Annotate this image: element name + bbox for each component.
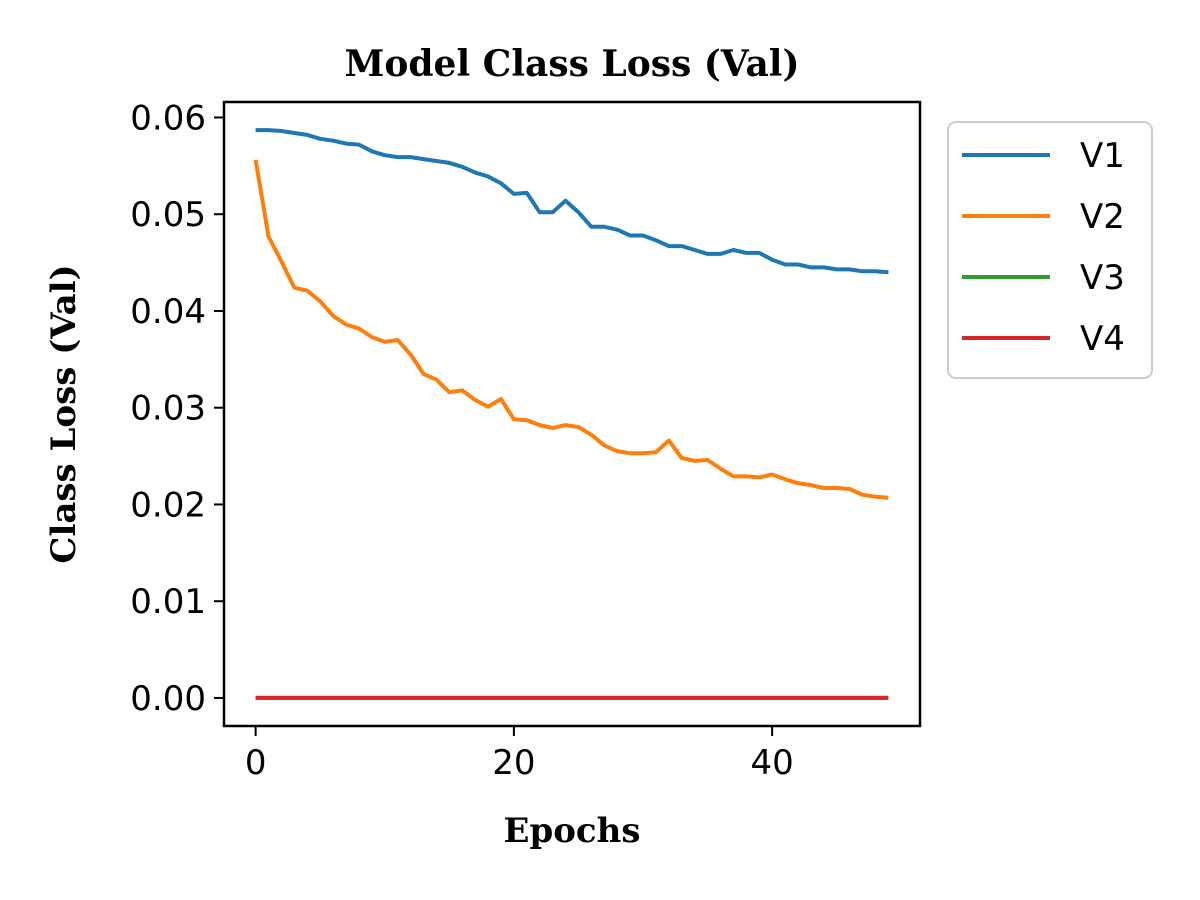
x-axis-label: Epochs xyxy=(504,811,641,851)
y-tick-label: 0.03 xyxy=(130,389,206,429)
y-tick-label: 0.06 xyxy=(130,98,206,138)
y-tick-label: 0.05 xyxy=(130,195,206,235)
y-tick-label: 0.04 xyxy=(130,292,206,332)
y-tick-label: 0.01 xyxy=(130,582,206,622)
x-tick-label: 20 xyxy=(492,743,535,783)
legend-label-v3: V3 xyxy=(1080,258,1125,298)
plot-frame xyxy=(222,100,922,728)
plot-area xyxy=(253,128,889,700)
y-tick-label: 0.02 xyxy=(130,485,206,525)
axis-ticks: 0 20 40 0.00 0.01 0.02 0.03 0.04 0.05 0.06 xyxy=(130,98,793,783)
series-line-v1 xyxy=(255,128,889,275)
y-axis-label: Class Loss (Val) xyxy=(44,264,84,563)
series-line-v2 xyxy=(253,159,889,500)
x-tick-label: 40 xyxy=(751,743,794,783)
legend-label-v1: V1 xyxy=(1080,136,1125,176)
legend-label-v4: V4 xyxy=(1080,319,1125,359)
legend: V1 V2 V3 V4 xyxy=(947,121,1153,379)
legend-box xyxy=(947,121,1153,379)
chart-title: Model Class Loss (Val) xyxy=(345,43,800,85)
y-tick-label: 0.00 xyxy=(130,679,206,719)
x-tick-label: 0 xyxy=(245,743,267,783)
legend-label-v2: V2 xyxy=(1080,197,1125,237)
